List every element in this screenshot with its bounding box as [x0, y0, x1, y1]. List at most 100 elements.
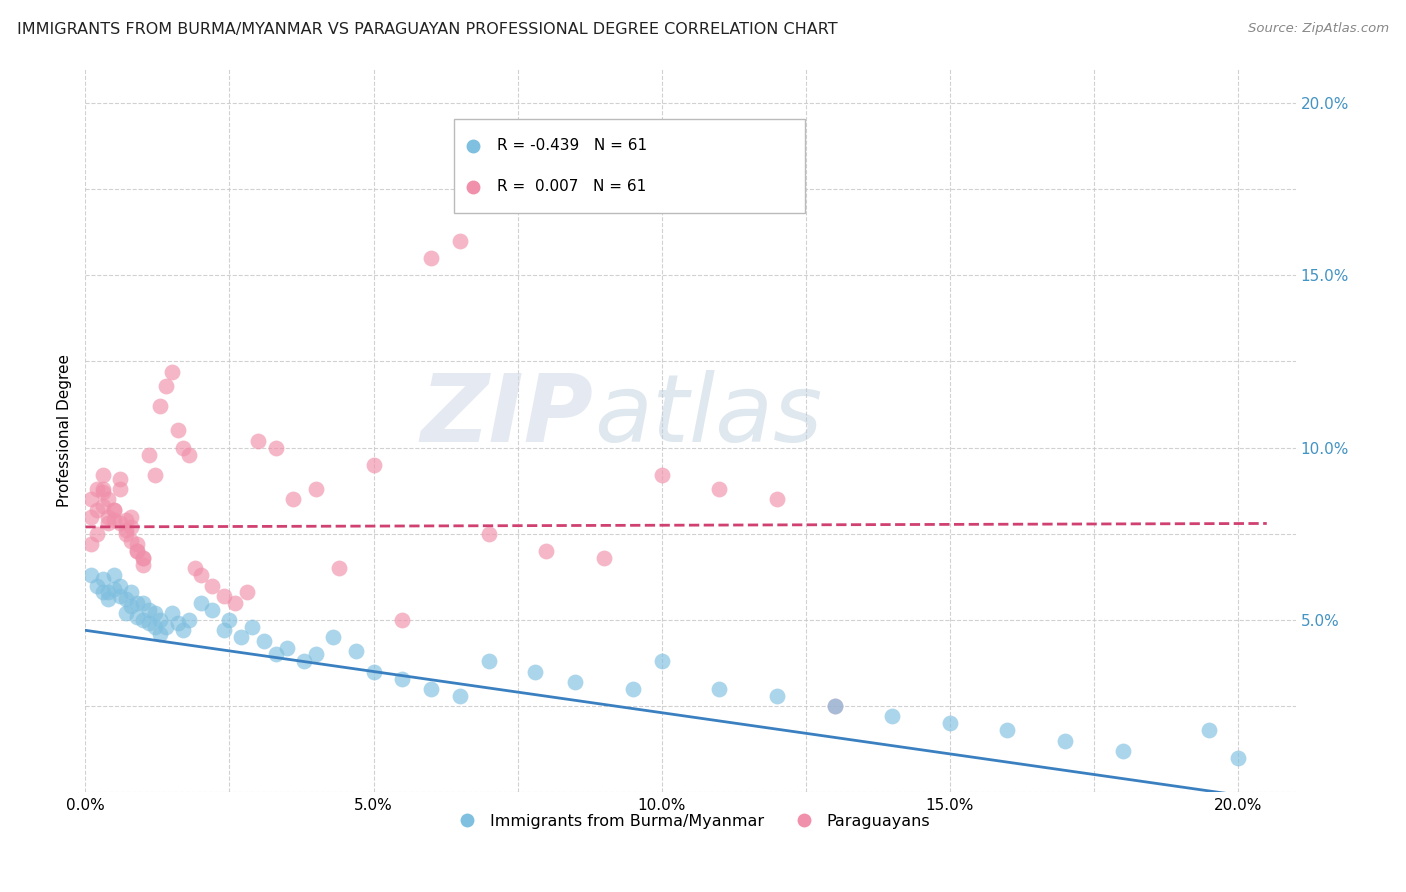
Point [363, 458, 385, 472]
Point [166, 424, 188, 438]
Text: ZIP: ZIP [420, 370, 593, 462]
Point [247, 434, 270, 448]
Point [709, 681, 731, 696]
Point [166, 616, 188, 631]
Point [121, 533, 143, 548]
Point [114, 526, 136, 541]
Point [155, 620, 177, 634]
Point [564, 675, 586, 690]
Point [121, 599, 143, 614]
Point [212, 624, 235, 638]
Point [177, 613, 200, 627]
Point [242, 620, 264, 634]
Point [91, 572, 114, 586]
Point [132, 550, 155, 565]
Point [108, 482, 131, 496]
Point [1112, 744, 1135, 758]
Point [322, 630, 344, 644]
Point [80, 492, 103, 507]
FancyBboxPatch shape [454, 120, 806, 213]
Point [149, 626, 172, 640]
Point [766, 492, 789, 507]
Point [103, 513, 125, 527]
Point [391, 613, 413, 627]
Point [824, 699, 846, 714]
Point [86, 578, 108, 592]
Point [91, 482, 114, 496]
Point [114, 513, 136, 527]
Point [190, 568, 212, 582]
Point [1198, 723, 1220, 738]
Point [478, 526, 501, 541]
Point [127, 544, 149, 558]
Point [305, 648, 328, 662]
Point [149, 613, 172, 627]
Point [86, 502, 108, 516]
Y-axis label: Professional Degree: Professional Degree [58, 354, 72, 507]
Point [138, 448, 160, 462]
Point [143, 606, 166, 620]
Point [127, 596, 149, 610]
Point [114, 592, 136, 607]
Text: Source: ZipAtlas.com: Source: ZipAtlas.com [1249, 22, 1389, 36]
Text: R =  0.007   N = 61: R = 0.007 N = 61 [496, 179, 647, 194]
Point [523, 665, 546, 679]
Point [97, 516, 120, 531]
Point [536, 544, 558, 558]
Point [229, 630, 252, 644]
Point [132, 550, 155, 565]
Point [155, 378, 177, 392]
Point [292, 654, 315, 668]
Point [882, 709, 904, 723]
Point [824, 699, 846, 714]
Point [132, 613, 155, 627]
Point [97, 592, 120, 607]
Point [86, 482, 108, 496]
Text: IMMIGRANTS FROM BURMA/MYANMAR VS PARAGUAYAN PROFESSIONAL DEGREE CORRELATION CHAR: IMMIGRANTS FROM BURMA/MYANMAR VS PARAGUA… [17, 22, 838, 37]
Legend: Immigrants from Burma/Myanmar, Paraguayans: Immigrants from Burma/Myanmar, Paraguaya… [444, 807, 936, 835]
Point [132, 596, 155, 610]
Point [363, 665, 385, 679]
Point [172, 624, 194, 638]
Point [328, 561, 350, 575]
Point [939, 716, 962, 731]
Point [190, 596, 212, 610]
Point [114, 524, 136, 538]
Point [103, 582, 125, 596]
Point [766, 689, 789, 703]
Point [593, 550, 616, 565]
Point [235, 585, 257, 599]
Point [253, 633, 276, 648]
Point [143, 620, 166, 634]
Point [621, 681, 644, 696]
Point [651, 468, 673, 483]
Point [97, 492, 120, 507]
Point [114, 606, 136, 620]
Point [86, 526, 108, 541]
Point [1054, 733, 1077, 747]
Point [391, 672, 413, 686]
Point [91, 468, 114, 483]
Point [103, 502, 125, 516]
Point [91, 585, 114, 599]
Point [108, 589, 131, 603]
Point [212, 589, 235, 603]
Point [103, 502, 125, 516]
Point [201, 578, 224, 592]
Point [184, 561, 207, 575]
Point [108, 472, 131, 486]
Point [121, 585, 143, 599]
Point [160, 365, 183, 379]
Point [264, 648, 287, 662]
Point [344, 644, 367, 658]
Point [1226, 751, 1249, 765]
Point [281, 492, 304, 507]
Point [103, 568, 125, 582]
Point [138, 616, 160, 631]
Point [97, 585, 120, 599]
Text: R = -0.439   N = 61: R = -0.439 N = 61 [496, 138, 647, 153]
Point [80, 509, 103, 524]
Point [127, 609, 149, 624]
Point [997, 723, 1019, 738]
Point [651, 654, 673, 668]
